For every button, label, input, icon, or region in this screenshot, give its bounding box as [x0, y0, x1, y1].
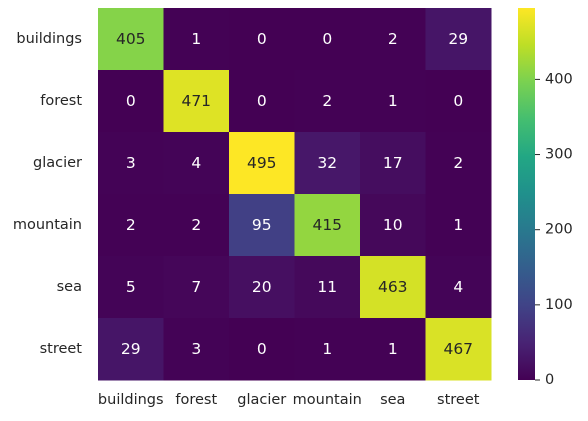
- y-tick-label-glacier: glacier: [33, 155, 82, 171]
- cell-value-label: 11: [317, 278, 337, 296]
- heatmap-cell-street-sea: [360, 318, 426, 381]
- heatmap-cell-forest-mountain: [294, 70, 361, 133]
- heatmap-cell-mountain-street: [425, 194, 492, 257]
- cell-value-label: 495: [247, 154, 277, 172]
- y-axis: buildings forest glacier mountain sea street: [13, 31, 82, 357]
- cell-value-label: 2: [388, 30, 398, 48]
- heatmap-cells: [98, 8, 492, 381]
- cell-value-label: 10: [383, 216, 403, 234]
- y-tick-label-mountain: mountain: [13, 217, 82, 233]
- cell-value-label: 0: [453, 92, 463, 110]
- heatmap-cell-mountain-glacier: [229, 194, 295, 257]
- heatmap-cell-glacier-glacier: [229, 132, 295, 195]
- heatmap-cell-street-mountain: [294, 318, 361, 381]
- cell-value-label: 5: [126, 278, 136, 296]
- cell-value-label: 0: [126, 92, 136, 110]
- cell-value-label: 0: [257, 92, 267, 110]
- heatmap-cell-sea-street: [425, 256, 492, 319]
- cell-value-label: 20: [252, 278, 272, 296]
- cell-value-label: 2: [126, 216, 136, 234]
- cell-value-label: 2: [453, 154, 463, 172]
- heatmap-cell-glacier-forest: [163, 132, 230, 195]
- cell-value-label: 29: [448, 30, 468, 48]
- cell-value-label: 17: [383, 154, 403, 172]
- cell-value-label: 7: [191, 278, 201, 296]
- x-tick-label-glacier: glacier: [237, 392, 286, 408]
- x-tick-label-street: street: [437, 392, 480, 408]
- cell-value-label: 471: [181, 92, 211, 110]
- cell-value-label: 3: [126, 154, 136, 172]
- colorbar-gradient: [518, 8, 535, 380]
- cell-value-label: 95: [252, 216, 272, 234]
- cell-value-label: 0: [322, 30, 332, 48]
- x-tick-label-sea: sea: [380, 392, 405, 408]
- heatmap-cell-sea-mountain: [294, 256, 361, 319]
- heatmap-cell-buildings-sea: [360, 8, 426, 71]
- heatmap-cell-street-street: [425, 318, 492, 381]
- cell-value-label: 1: [388, 92, 398, 110]
- heatmap-cell-forest-glacier: [229, 70, 295, 133]
- colorbar-tick-label: 0: [545, 372, 554, 388]
- heatmap-annotations: 405 1 0 0 2 290 471 0 2 1 03 4 495 32 17 22 2 95 415 10 15 7 2…: [116, 30, 473, 358]
- colorbar-tick-label: 300: [545, 147, 573, 163]
- heatmap-cell-buildings-buildings: [98, 8, 164, 71]
- cell-value-label: 3: [191, 340, 201, 358]
- colorbar-tick-label: 100: [545, 297, 573, 313]
- heatmap-cell-street-glacier: [229, 318, 295, 381]
- colorbar: 0 100 200 300 400: [518, 8, 573, 388]
- cell-value-label: 405: [116, 30, 146, 48]
- heatmap-cell-forest-buildings: [98, 70, 164, 133]
- cell-value-label: 415: [312, 216, 342, 234]
- cell-value-label: 4: [191, 154, 201, 172]
- heatmap-cell-sea-buildings: [98, 256, 164, 319]
- heatmap-cell-forest-sea: [360, 70, 426, 133]
- cell-value-label: 2: [322, 92, 332, 110]
- heatmap-cell-buildings-glacier: [229, 8, 295, 71]
- cell-value-label: 0: [257, 340, 267, 358]
- heatmap-cell-street-buildings: [98, 318, 164, 381]
- heatmap-cell-glacier-street: [425, 132, 492, 195]
- cell-value-label: 1: [191, 30, 201, 48]
- x-tick-label-mountain: mountain: [293, 392, 362, 408]
- heatmap-cell-glacier-sea: [360, 132, 426, 195]
- heatmap-cell-buildings-forest: [163, 8, 230, 71]
- cell-value-label: 29: [121, 340, 141, 358]
- heatmap-cell-mountain-sea: [360, 194, 426, 257]
- heatmap-cell-mountain-forest: [163, 194, 230, 257]
- cell-value-label: 0: [257, 30, 267, 48]
- cell-value-label: 2: [191, 216, 201, 234]
- x-axis: buildings forest glacier mountain sea street: [98, 392, 480, 408]
- heatmap-cell-street-forest: [163, 318, 230, 381]
- y-tick-label-sea: sea: [57, 279, 82, 295]
- heatmap-cell-glacier-mountain: [294, 132, 361, 195]
- cell-value-label: 32: [317, 154, 337, 172]
- x-tick-label-forest: forest: [175, 392, 217, 408]
- heatmap-cell-buildings-mountain: [294, 8, 361, 71]
- colorbar-tick-label: 200: [545, 222, 573, 238]
- cell-value-label: 1: [322, 340, 332, 358]
- heatmap-cell-forest-street: [425, 70, 492, 133]
- heatmap-cell-mountain-buildings: [98, 194, 164, 257]
- y-tick-label-forest: forest: [40, 93, 82, 109]
- y-tick-label-buildings: buildings: [16, 31, 82, 47]
- heatmap-cell-forest-forest: [163, 70, 230, 133]
- cell-value-label: 463: [378, 278, 408, 296]
- heatmap-cell-buildings-street: [425, 8, 492, 71]
- cell-value-label: 1: [453, 216, 463, 234]
- heatmap-cell-sea-glacier: [229, 256, 295, 319]
- cell-value-label: 1: [388, 340, 398, 358]
- y-tick-label-street: street: [40, 341, 83, 357]
- heatmap-cell-sea-forest: [163, 256, 230, 319]
- cell-value-label: 467: [443, 340, 473, 358]
- heatmap-cell-mountain-mountain: [294, 194, 361, 257]
- cell-value-label: 4: [453, 278, 463, 296]
- colorbar-tick-label: 400: [545, 71, 573, 87]
- heatmap-cell-glacier-buildings: [98, 132, 164, 195]
- x-tick-label-buildings: buildings: [98, 392, 164, 408]
- heatmap-cell-sea-sea: [360, 256, 426, 319]
